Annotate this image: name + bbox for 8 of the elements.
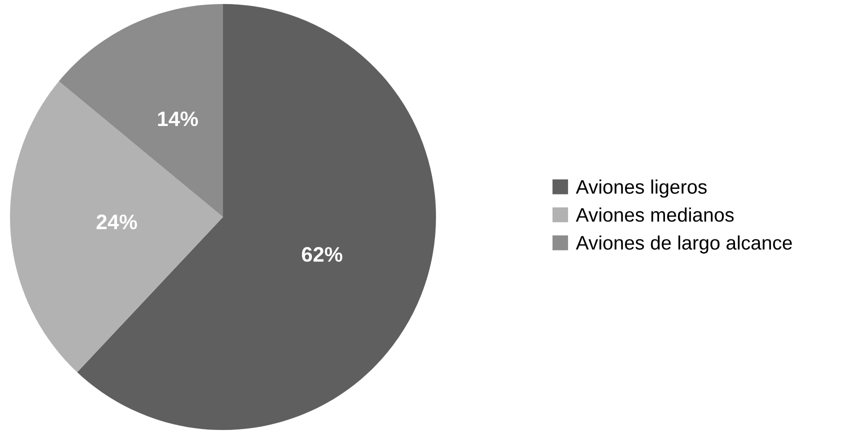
legend-label: Aviones de largo alcance (576, 235, 792, 254)
legend-label: Aviones medianos (576, 207, 734, 222)
legend-label: Aviones ligeros (576, 180, 707, 198)
data-label: 24% (96, 214, 138, 230)
pie-slice (10, 81, 223, 372)
pie-slice (77, 4, 436, 430)
data-label: 14% (158, 112, 198, 126)
data-label: 62% (302, 247, 342, 262)
